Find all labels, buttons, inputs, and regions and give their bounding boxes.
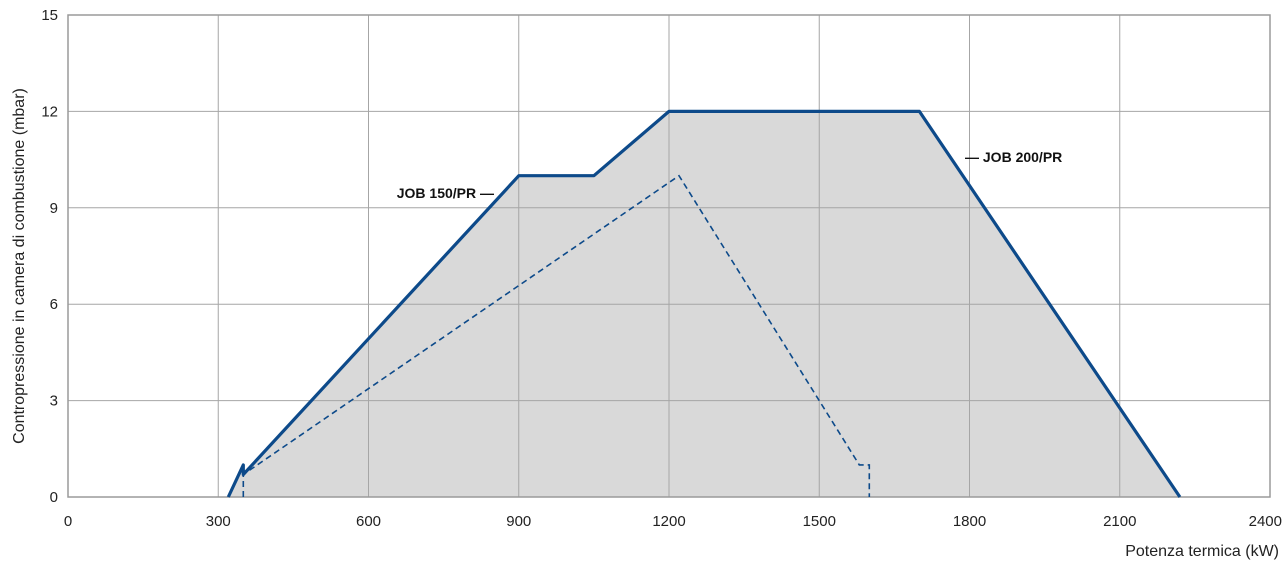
x-tick-label: 1800: [953, 513, 986, 530]
series-label-job-150: JOB 150/PR —: [397, 185, 494, 201]
y-tick-label: 3: [50, 393, 58, 410]
plot-frame: [67, 14, 1271, 498]
x-tick-label: 1500: [803, 513, 836, 530]
x-tick-labels: 0 300 600 900 1200 1500 1800 2100 2400: [64, 513, 1282, 530]
x-axis-title: Potenza termica (kW): [1125, 543, 1279, 560]
y-tick-label: 15: [41, 7, 58, 24]
y-tick-label: 12: [41, 103, 58, 120]
series-line-job-150: [242, 174, 871, 497]
y-tick-label: 6: [50, 296, 58, 313]
series-line-job-200: [226, 109, 1182, 498]
series-label-job-200: — JOB 200/PR: [965, 149, 1062, 165]
x-tick-label: 0: [64, 513, 72, 530]
x-tick-label: 300: [206, 513, 231, 530]
y-tick-label: 0: [50, 489, 58, 506]
x-tick-label: 600: [356, 513, 381, 530]
y-tick-labels: 0 3 6 9 12 15: [41, 7, 58, 506]
y-axis-title: Contropressione in camera di combustione…: [11, 88, 28, 444]
x-tick-label: 1200: [652, 513, 685, 530]
y-tick-label: 9: [50, 200, 58, 217]
x-tick-label: 2400: [1249, 513, 1282, 530]
x-tick-label: 2100: [1103, 513, 1136, 530]
x-tick-label: 900: [506, 513, 531, 530]
plot-area: [67, 14, 1271, 498]
